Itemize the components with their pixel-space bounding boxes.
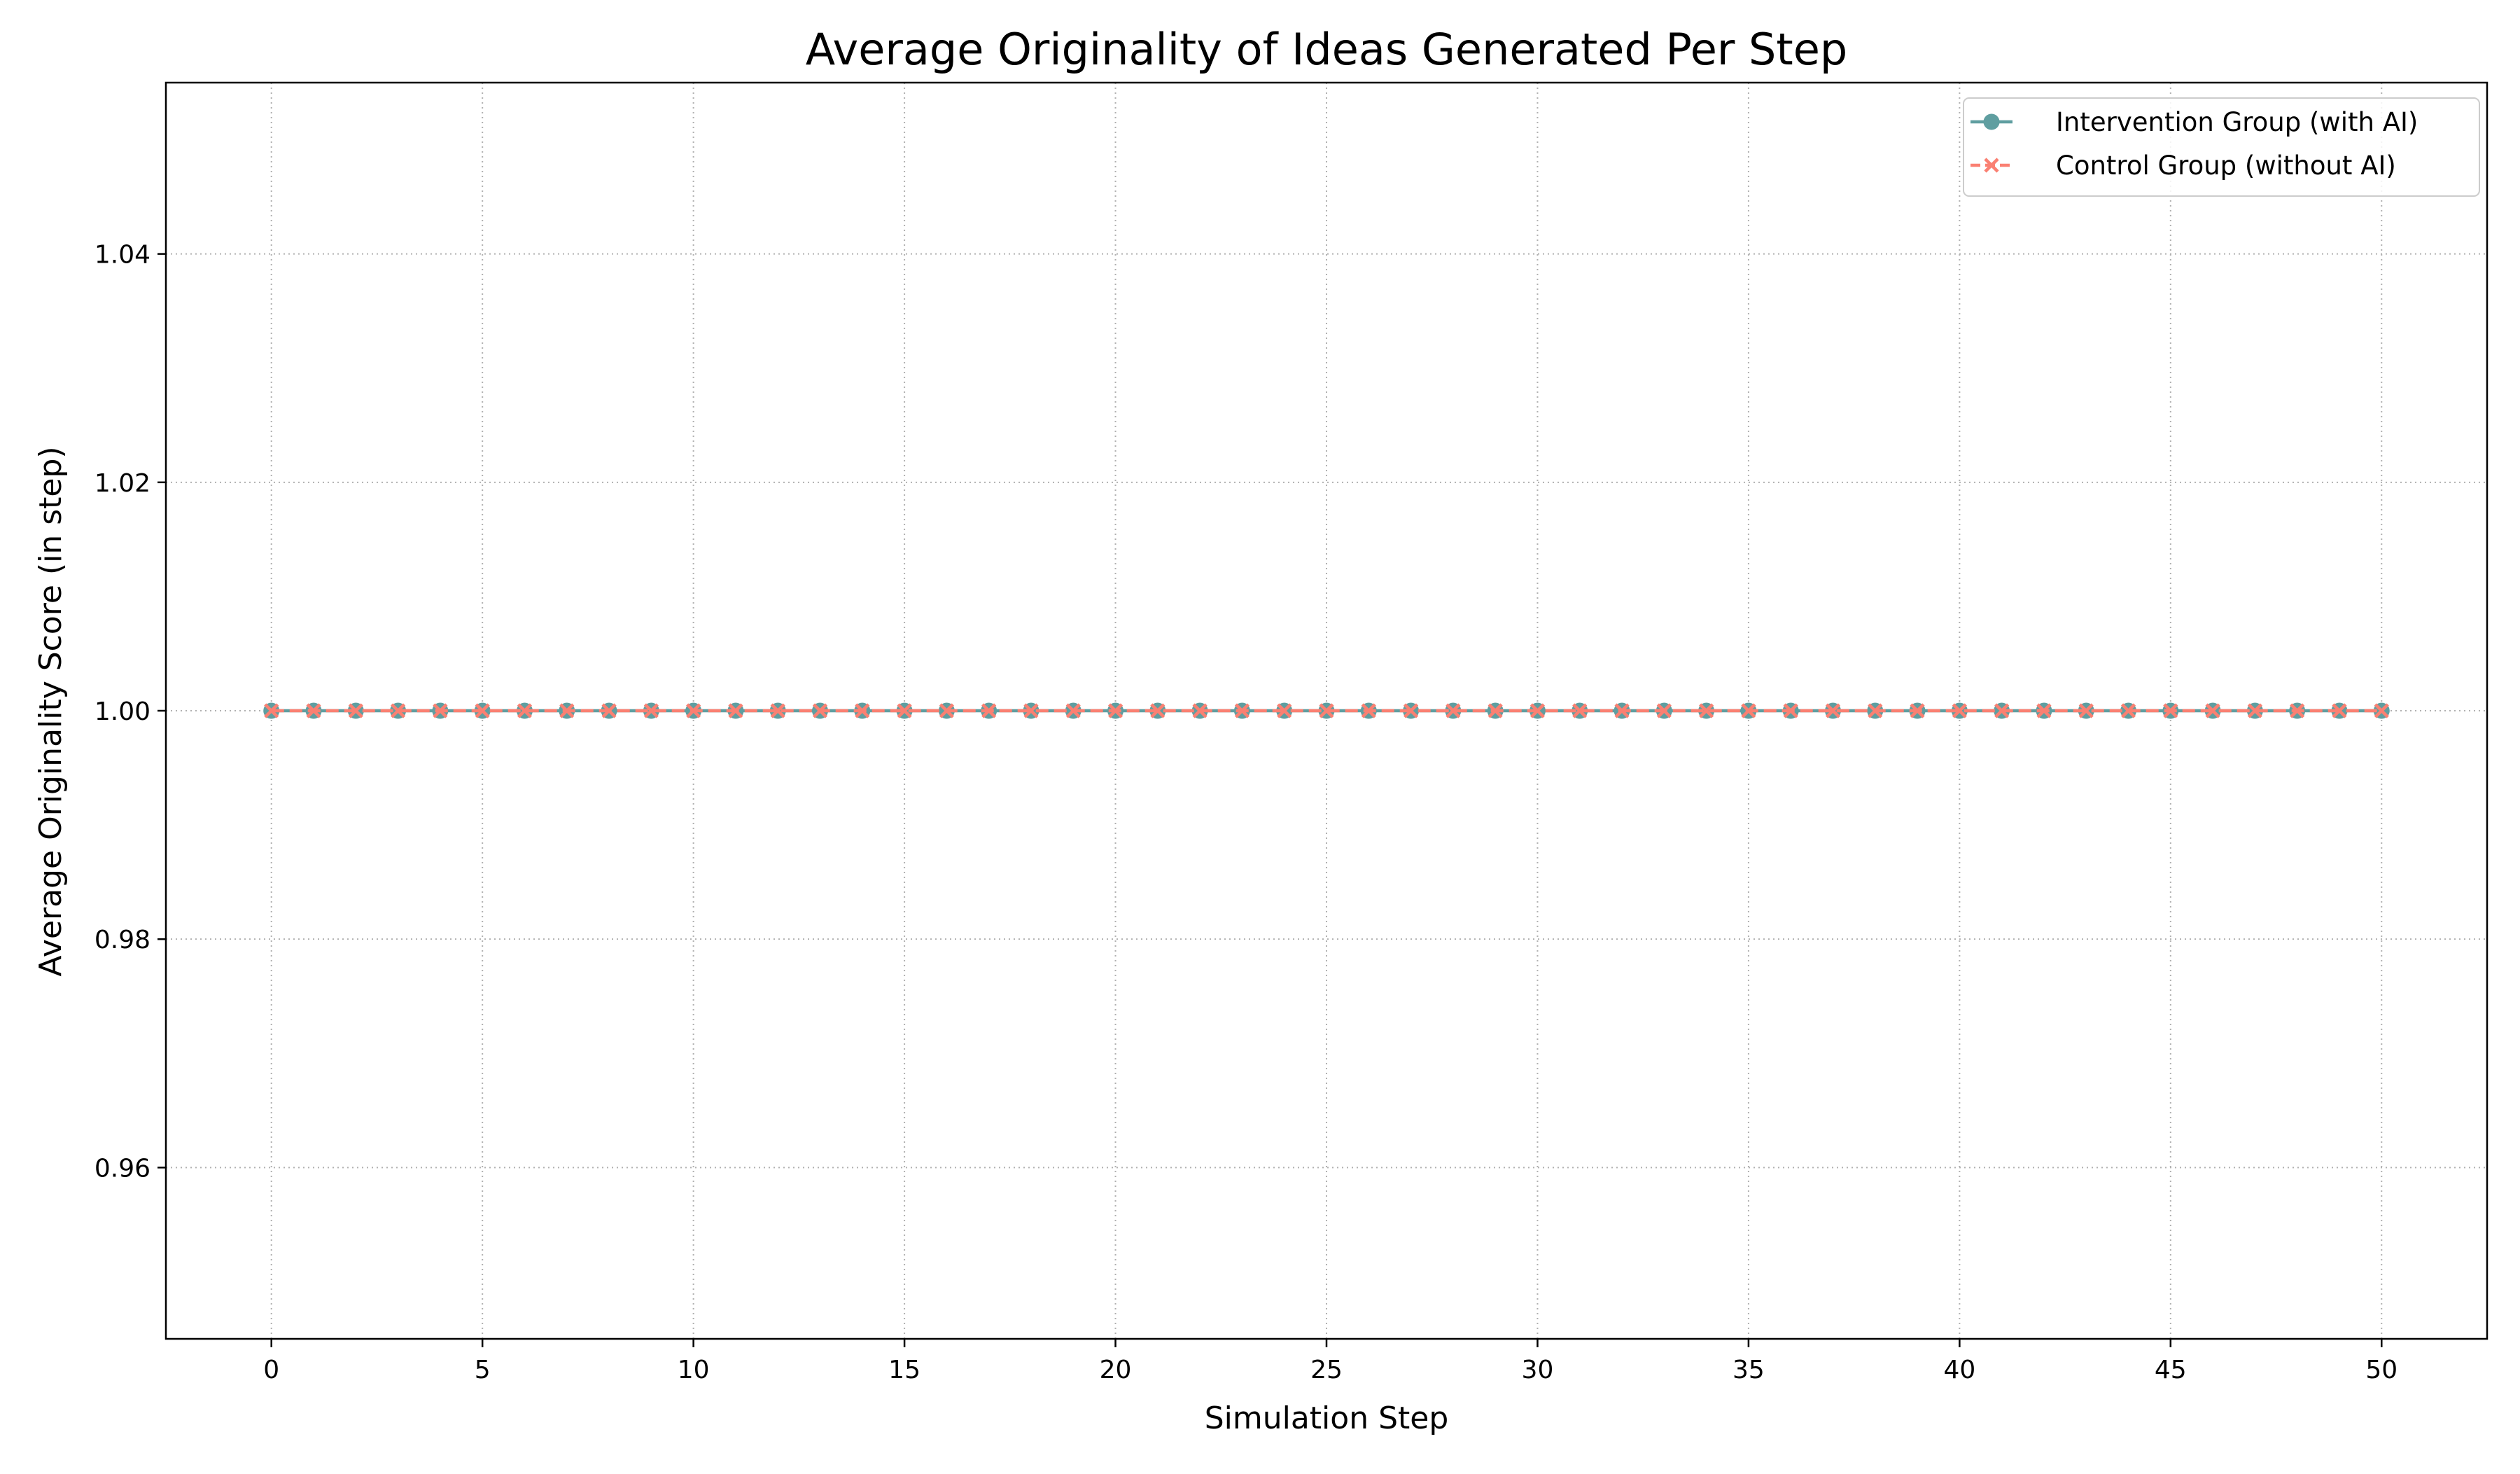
data-point: [1192, 703, 1208, 718]
data-point: [1023, 703, 1039, 718]
legend: Intervention Group (with AI) Control Grou…: [1963, 97, 2480, 197]
data-point: [1277, 703, 1292, 718]
data-point: [2078, 703, 2094, 718]
data-point: [1656, 703, 1672, 718]
data-point: [2247, 703, 2262, 718]
x-tick-label: 25: [1310, 1356, 1343, 1384]
x-tick-label: 15: [888, 1356, 920, 1384]
data-point: [1488, 703, 1503, 718]
data-point: [728, 703, 743, 718]
data-point: [1234, 703, 1250, 718]
data-point: [2036, 703, 2052, 718]
legend-marker: [1983, 113, 2000, 130]
data-point: [1741, 703, 1756, 718]
y-tick-label: 1.04: [94, 241, 150, 270]
legend-entry: Intervention Group (with AI): [1970, 107, 2418, 137]
data-point: [981, 703, 997, 718]
data-point: [391, 703, 406, 718]
x-tick-label: 20: [1100, 1356, 1132, 1384]
legend-marker: [1984, 158, 1999, 173]
data-point: [1319, 703, 1334, 718]
data-point: [1150, 703, 1166, 718]
data-point: [686, 703, 701, 718]
x-tick-label: 50: [2365, 1356, 2398, 1384]
legend-entry: Control Group (without AI): [1970, 151, 2396, 181]
data-point: [1614, 703, 1630, 718]
data-point: [348, 703, 363, 718]
data-point: [1065, 703, 1081, 718]
data-point: [643, 703, 659, 718]
data-point: [1530, 703, 1546, 718]
data-point: [897, 703, 912, 718]
data-point: [1107, 703, 1124, 718]
series-layer: [263, 702, 2390, 719]
data-point: [1952, 703, 1967, 718]
data-point: [517, 703, 533, 718]
data-point: [2374, 703, 2389, 718]
data-point: [264, 703, 279, 718]
data-point: [1783, 703, 1798, 718]
data-point: [2290, 703, 2305, 718]
data-point: [559, 703, 575, 718]
x-tick-label: 40: [1943, 1356, 1975, 1384]
data-point: [855, 703, 870, 718]
data-point: [433, 703, 448, 718]
y-tick-label: 1.02: [94, 469, 150, 498]
data-point: [939, 703, 954, 718]
data-point: [1446, 703, 1461, 718]
data-point: [306, 703, 321, 718]
y-tick-label: 0.96: [94, 1154, 150, 1183]
data-point: [1572, 703, 1588, 718]
data-point: [1699, 703, 1714, 718]
data-point: [2120, 703, 2136, 718]
data-point: [2205, 703, 2220, 718]
x-tick-label: 10: [678, 1356, 710, 1384]
y-tick-label: 1.00: [94, 697, 150, 726]
series-control-group: [264, 703, 2389, 718]
data-point: [601, 703, 617, 718]
data-point: [2163, 703, 2178, 718]
chart-title: Average Originality of Ideas Generated P…: [806, 24, 1847, 75]
data-point: [1994, 703, 2010, 718]
data-point: [770, 703, 785, 718]
data-point: [475, 703, 490, 718]
x-tick-label: 5: [475, 1356, 491, 1384]
y-axis-label: Average Originality Score (in step): [33, 446, 69, 976]
x-tick-label: 30: [1522, 1356, 1554, 1384]
x-axis-label: Simulation Step: [1205, 1400, 1449, 1436]
data-point: [1825, 703, 1841, 718]
data-point: [812, 703, 828, 718]
y-tick-label: 0.98: [94, 926, 150, 954]
x-tick-label: 35: [1732, 1356, 1765, 1384]
x-tick-label: 0: [263, 1356, 279, 1384]
data-point: [2332, 703, 2347, 718]
y-axis-ticks: 0.96 0.98 1.00 1.02 1.04: [94, 241, 166, 1183]
legend-label: Control Group (without AI): [2056, 151, 2396, 181]
x-axis-ticks: 0 5 10 15 20 25 30 35 40 45 50: [263, 1339, 2398, 1384]
data-point: [1403, 703, 1419, 718]
data-point: [1361, 703, 1376, 718]
x-tick-label: 45: [2155, 1356, 2187, 1384]
data-point: [1868, 703, 1883, 718]
data-point: [1910, 703, 1925, 718]
legend-label: Intervention Group (with AI): [2056, 107, 2418, 137]
legend-box: [1963, 97, 2480, 197]
